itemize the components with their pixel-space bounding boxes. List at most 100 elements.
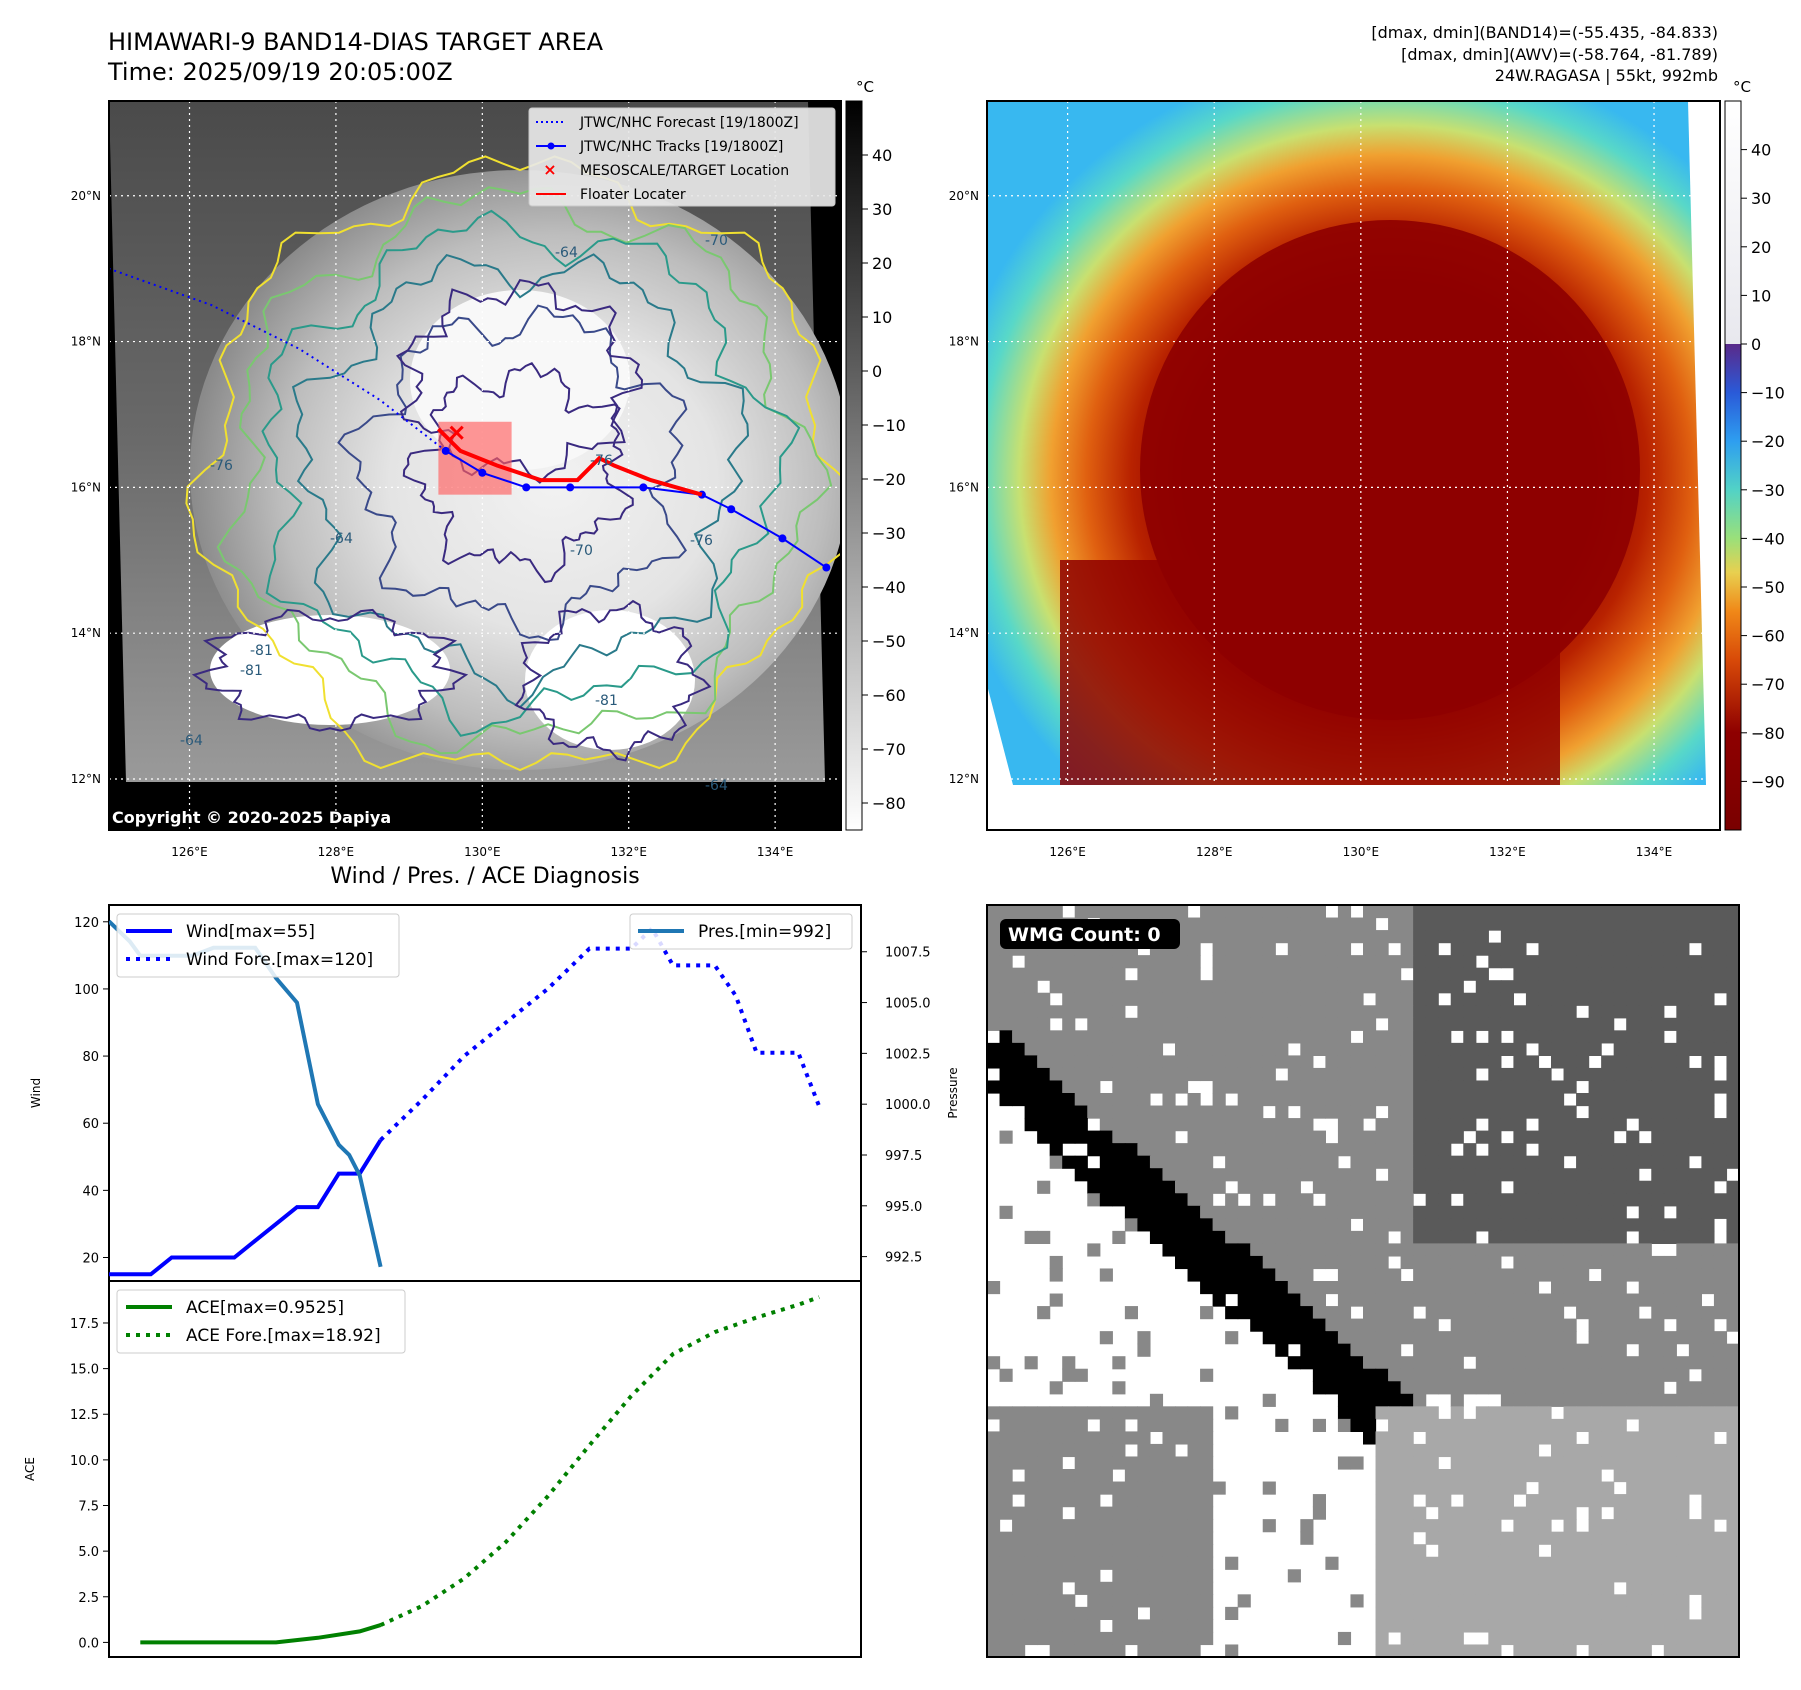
- wmg-cell: [1613, 1418, 1627, 1432]
- wmg-cell: [1187, 1456, 1201, 1470]
- wmg-cell: [1237, 930, 1251, 944]
- wmg-cell: [1463, 1418, 1477, 1432]
- wmg-cell: [1638, 1255, 1652, 1270]
- wmg-cell: [1626, 1531, 1640, 1545]
- wmg-cell: [1676, 1544, 1690, 1558]
- wmg-cell: [1212, 1030, 1226, 1044]
- wmg-cell: [1124, 1431, 1138, 1445]
- wmg-cell: [1375, 1268, 1389, 1282]
- wmg-cell: [1626, 1030, 1640, 1044]
- wmg-cell: [1651, 1443, 1665, 1458]
- wmg-cell: [1388, 1393, 1402, 1407]
- wmg-cell: [1663, 1556, 1677, 1570]
- wmg-cell: [1262, 1230, 1276, 1244]
- wmg-cell: [1012, 1619, 1026, 1633]
- wmg-cell: [1525, 1393, 1540, 1407]
- wmg-cell: [1250, 1130, 1264, 1144]
- wmg-cell: [1062, 1105, 1076, 1119]
- wmg-cell: [1187, 1506, 1201, 1520]
- colorbar1-tick-label: −70: [872, 740, 906, 759]
- wmg-cell: [1024, 1418, 1038, 1432]
- wmg-cell: [1525, 1368, 1540, 1382]
- wmg-cell: [1275, 1030, 1289, 1044]
- wmg-cell: [1538, 1481, 1552, 1495]
- wmg-cell: [999, 1506, 1013, 1520]
- wmg-cell: [1538, 1205, 1552, 1219]
- wmg-cell: [1551, 1569, 1565, 1583]
- wmg-cell: [1337, 1381, 1352, 1395]
- wmg-cell: [1500, 1243, 1514, 1257]
- wmg-cell: [1450, 1481, 1464, 1495]
- wmg-cell: [1551, 1180, 1565, 1194]
- wmg-cell: [1601, 1080, 1615, 1094]
- wmg-cell: [1525, 1193, 1540, 1207]
- wmg-cell: [1325, 1030, 1339, 1044]
- wmg-cell: [987, 1055, 1001, 1069]
- wmg-cell: [1087, 1644, 1101, 1658]
- wmg-cell: [1601, 1218, 1615, 1232]
- wmg-cell: [1626, 1017, 1640, 1031]
- wmg-cell: [1337, 930, 1352, 944]
- wmg-cell: [1275, 1080, 1289, 1094]
- wmg-cell: [1200, 1005, 1214, 1019]
- wmg-cell: [1688, 1544, 1702, 1558]
- wmg-cell: [1325, 1243, 1339, 1257]
- wmg-cell: [1651, 930, 1665, 944]
- wmg-cell: [1601, 917, 1615, 931]
- wmg-cell: [1500, 1418, 1514, 1432]
- wmg-cell: [1162, 1168, 1176, 1182]
- wmg-cell: [1438, 1155, 1452, 1169]
- wmg-cell: [1024, 1356, 1038, 1370]
- wmg-cell: [1576, 917, 1590, 931]
- wmg-cell: [1413, 1418, 1427, 1432]
- wmg-cell: [1049, 1118, 1063, 1132]
- colorbar2-tick-label: 30: [1751, 189, 1771, 208]
- wmg-cell: [1099, 1581, 1113, 1595]
- wmg-cell: [1413, 1556, 1427, 1570]
- wmg-cell: [1551, 1093, 1565, 1107]
- wmg-cell: [1613, 1193, 1627, 1207]
- wmg-cell: [1463, 1594, 1477, 1608]
- wmg-cell: [1638, 1318, 1652, 1332]
- wmg-cell: [1450, 1093, 1464, 1107]
- wmg-cell: [1237, 905, 1251, 919]
- wmg-cell: [1513, 1393, 1527, 1407]
- wmg-cell: [1325, 1093, 1339, 1107]
- wmg-cell: [1200, 992, 1214, 1006]
- lon-tick-label: 126°E: [1049, 845, 1086, 859]
- wmg-cell: [1388, 1331, 1402, 1345]
- wmg-cell: [1463, 1531, 1477, 1545]
- wmg-cell: [1137, 1093, 1151, 1107]
- wmg-cell: [1450, 905, 1464, 919]
- wmg-cell: [1375, 1230, 1389, 1244]
- wmg-cell: [1576, 1243, 1590, 1257]
- wmg-cell: [1663, 1443, 1677, 1458]
- wmg-cell: [1588, 1230, 1602, 1244]
- wmg-cell: [1225, 1268, 1239, 1282]
- wmg-cell: [1576, 1556, 1590, 1570]
- colorbar1-tick-label: −50: [872, 632, 906, 651]
- wmg-cell: [1162, 1481, 1176, 1495]
- wmg-cell: [1651, 905, 1665, 919]
- y-tick-label: 120: [74, 916, 99, 931]
- wmg-cell: [1513, 1042, 1527, 1056]
- wmg-cell: [1413, 1143, 1427, 1157]
- wmg-cell: [1651, 1205, 1665, 1219]
- wmg-cell: [1262, 905, 1276, 919]
- wmg-cell: [1375, 1494, 1389, 1508]
- wmg-cell: [1350, 1155, 1364, 1169]
- wmg-cell: [1074, 1544, 1088, 1558]
- wmg-cell: [1237, 1118, 1251, 1132]
- wmg-cell: [1300, 1268, 1314, 1282]
- wmg-cell: [1162, 1080, 1176, 1094]
- wmg-cell: [1588, 1067, 1602, 1082]
- wmg-cell: [1212, 1067, 1226, 1082]
- wmg-cell: [1563, 1569, 1577, 1583]
- wmg-cell: [1638, 1180, 1652, 1194]
- wmg-cell: [1638, 1631, 1652, 1646]
- wmg-cell: [1250, 1118, 1264, 1132]
- wmg-cell: [1037, 955, 1051, 969]
- wmg-cell: [1500, 942, 1514, 956]
- wmg-cell: [1613, 1381, 1627, 1395]
- wmg-cell: [1375, 1218, 1389, 1232]
